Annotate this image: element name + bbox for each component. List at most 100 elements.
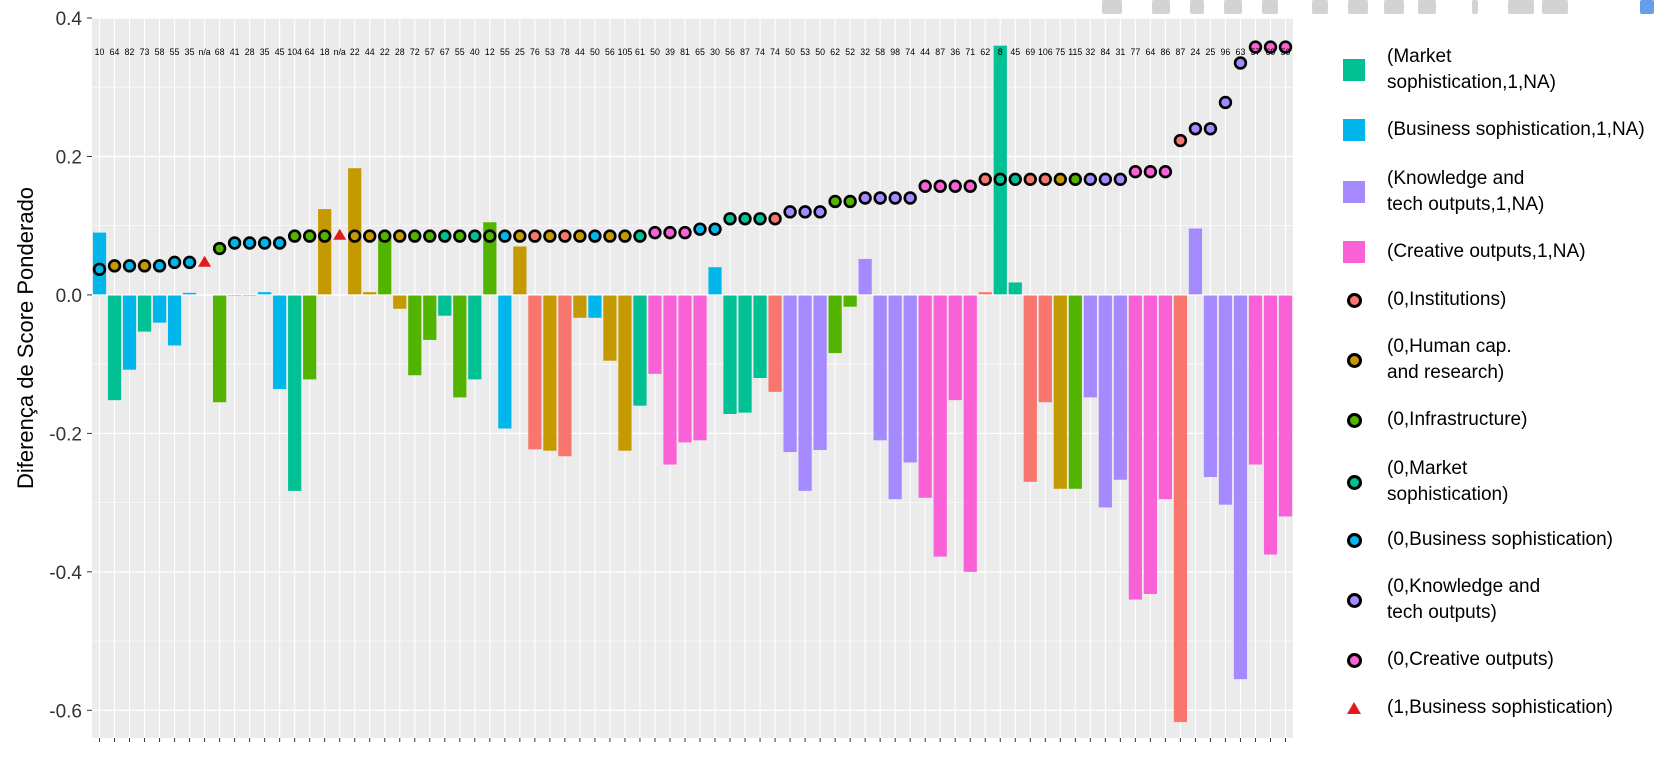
point [1008,172,1022,187]
point [287,229,302,243]
bar-top-label: 69 [1025,47,1035,57]
point [723,212,737,226]
bar-top-label: 35 [260,47,270,57]
bar [167,294,182,346]
bar [843,294,857,307]
legend-symbol [1346,292,1362,308]
zoom-in-icon[interactable] [1312,0,1328,14]
bar [933,294,947,557]
zoom-out-icon[interactable] [1348,0,1368,14]
spike-icon[interactable] [1472,0,1478,14]
bar-top-label: 28 [245,47,255,57]
zoom-icon[interactable] [1152,0,1170,14]
legend-key [1343,181,1365,203]
hover-closest-icon[interactable] [1508,0,1534,14]
point [317,229,332,243]
point [513,229,527,243]
bar-top-label: 64 [1145,47,1155,57]
legend-key [1343,589,1365,611]
autoscale-icon[interactable] [1384,0,1404,14]
bar [1173,294,1188,723]
point [873,191,887,205]
legend-key [1343,471,1365,493]
legend-symbol [1346,412,1362,428]
bar-top-label: 55 [500,47,510,57]
bar [1008,282,1022,295]
point [528,229,542,243]
y-tick-label: -0.4 [49,563,82,584]
bar [663,294,677,465]
bar [1263,294,1278,555]
bar-top-label: 12 [485,47,495,57]
plot-toolbar [1100,0,1655,20]
legend-label: (0,Institutions) [1387,289,1507,310]
bar-top-label: 31 [1115,47,1125,57]
points [92,40,1293,277]
bar [1023,294,1037,482]
bar-top-label: 104 [287,47,302,57]
bar-top-label: 53 [545,47,555,57]
bar-top-label: 76 [530,47,540,57]
legend-key [1343,59,1365,81]
point [257,236,272,250]
point-triangle [198,255,212,267]
bar-top-label: 96 [1221,47,1231,57]
point [693,222,707,236]
bar-top-label: 71 [965,47,975,57]
bar-top-label: 115 [1068,47,1082,57]
point [708,222,722,236]
bar [783,294,797,453]
bar-top-label: 68 [215,47,225,57]
bar-top-label: 56 [605,47,615,57]
bar-top-label: 64 [305,47,315,57]
bar-top-label: 58 [875,47,885,57]
point [137,259,152,273]
point [438,229,452,243]
bar-top-label: 57 [1251,47,1261,57]
bar [963,294,977,572]
pan-icon[interactable] [1190,0,1204,14]
bar-top-label: 64 [110,47,120,57]
legend-key [1343,529,1365,551]
bar-top-label: 61 [635,47,645,57]
bar [1188,228,1203,295]
bar [468,294,482,380]
select-icon[interactable] [1224,0,1242,14]
bar [588,294,602,318]
y-tick-label: -0.2 [49,424,82,445]
point [798,205,812,219]
bar [363,292,377,295]
legend-symbol [1346,652,1362,668]
legend-key [1343,349,1365,371]
plotly-logo-icon[interactable] [1640,0,1654,14]
bar [513,246,527,295]
point [783,205,797,219]
bar [438,294,452,316]
bar-top-label: 30 [710,47,720,57]
bar-top-label: 57 [425,47,435,57]
bar [678,294,692,443]
point [933,179,947,193]
legend-symbol [1346,474,1362,490]
bar [423,294,437,340]
point [1038,172,1052,187]
legend-key [1343,697,1365,719]
camera-icon[interactable] [1102,0,1122,14]
y-axis: 0.4 0.2 0.0 -0.2 -0.4 -0.6 [49,9,92,722]
lasso-icon[interactable] [1262,0,1278,14]
bar [753,294,767,378]
bar-top-label: 62 [980,47,990,57]
bar [1278,294,1293,517]
bar [1098,294,1112,508]
bar-top-label: 84 [1100,47,1110,57]
hover-compare-icon[interactable] [1542,0,1568,14]
point [468,229,482,243]
bar [393,294,407,309]
bars [92,45,1293,723]
bar [378,237,392,295]
reset-icon[interactable] [1418,0,1436,14]
bar [948,294,962,401]
bar-top-label: 58 [155,47,165,57]
bar [723,294,737,414]
legend-symbol [1343,181,1365,203]
